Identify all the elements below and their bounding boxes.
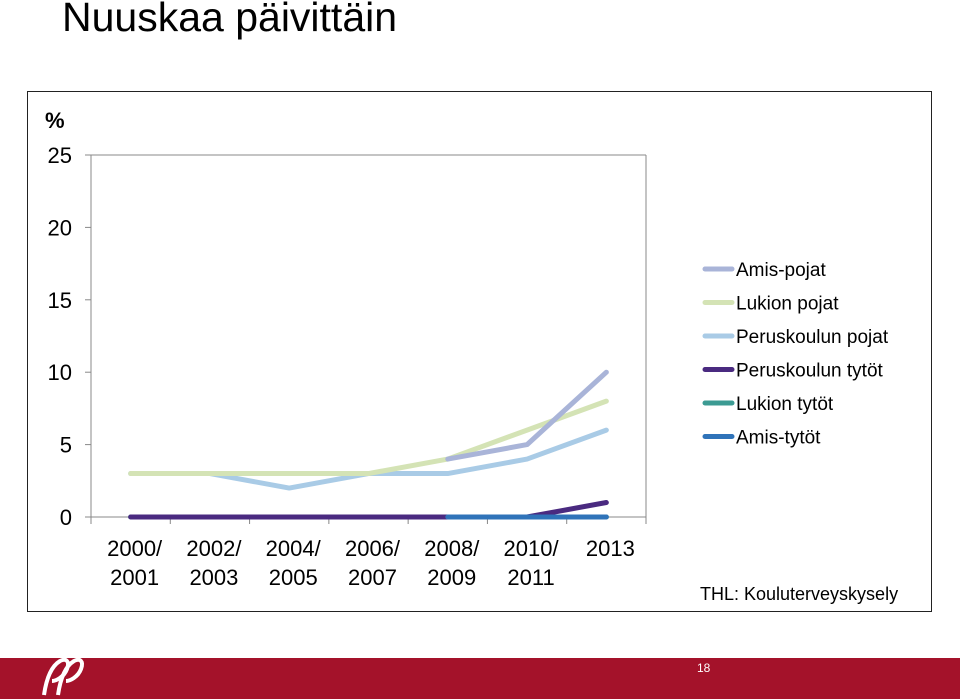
legend-label: Lukion pojat: [736, 294, 839, 315]
y-tick-label: 5: [60, 433, 72, 458]
x-axis: 2000/2001 2002/2003 2004/2005 2006/2007 2008…: [90, 516, 647, 590]
series-line-amis-pojat: [445, 369, 609, 462]
footer-bar: [0, 658, 960, 699]
source-label: THL: Kouluterveyskysely: [700, 584, 898, 604]
legend: Amis-pojat Lukion pojat Peruskoulun pojat P…: [702, 260, 889, 449]
y-tick-label: 25: [48, 143, 72, 168]
thl-logo-icon: [42, 657, 85, 696]
y-axis: 0 5 10 15 20 25: [48, 143, 647, 530]
slide-title: Nuuskaa päivittäin: [62, 0, 398, 40]
x-tick-label: 2008/: [424, 536, 480, 561]
x-tick-label: 2002/: [186, 536, 242, 561]
x-tick-label: 2000/: [107, 536, 163, 561]
x-tick-label-line2: 2007: [348, 565, 397, 590]
x-tick-label: 2004/: [266, 536, 322, 561]
y-tick-label: 0: [60, 505, 72, 530]
x-tick-label: 2010/: [504, 536, 560, 561]
x-tick-label-line2: 2003: [189, 565, 238, 590]
legend-label: Amis-pojat: [736, 260, 826, 281]
x-tick-label-line2: 2009: [427, 565, 476, 590]
y-tick-label: 20: [48, 215, 72, 240]
legend-label: Lukion tytöt: [736, 394, 834, 415]
y-tick-label: 15: [48, 288, 72, 313]
chart-frame: [27, 91, 932, 612]
legend-label: Peruskoulun tytöt: [736, 361, 884, 382]
y-tick-label: 10: [48, 360, 72, 385]
series-line-lukion-pojat: [128, 398, 609, 477]
x-tick-label-line2: 2001: [110, 565, 159, 590]
x-tick-label: 2013: [586, 536, 635, 561]
x-tick-label-line2: 2011: [507, 565, 554, 590]
page-number: 18: [697, 661, 711, 675]
series-lines: [128, 369, 609, 520]
legend-label: Amis-tytöt: [736, 428, 821, 449]
legend-label: Peruskoulun pojat: [736, 327, 889, 348]
y-axis-unit-label: %: [45, 108, 65, 133]
x-tick-label: 2006/: [345, 536, 401, 561]
x-tick-label-line2: 2005: [269, 565, 318, 590]
